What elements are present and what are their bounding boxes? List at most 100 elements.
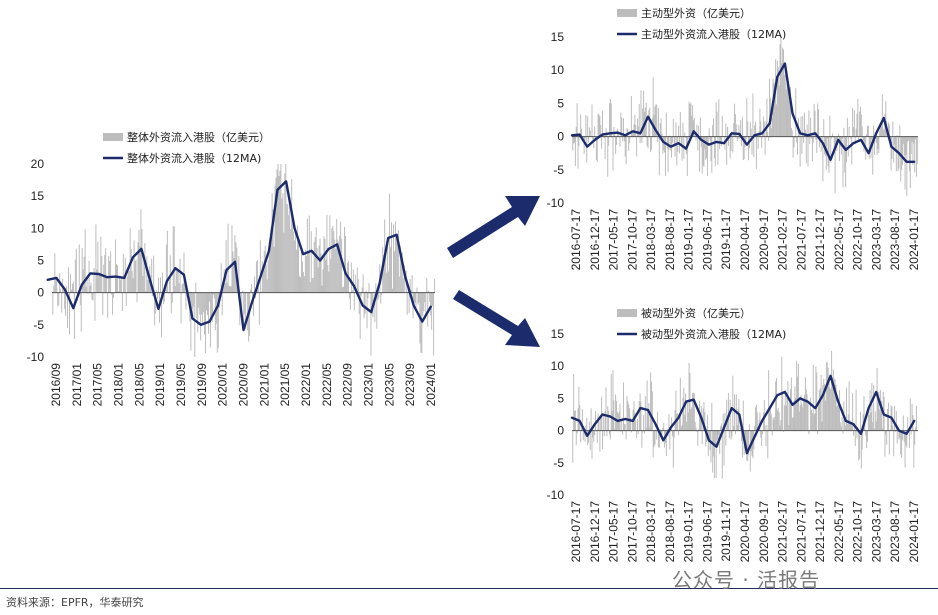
x-tick-label: 2022-05-17 — [832, 501, 846, 563]
legend-label-bars: 主动型外资（亿美元） — [641, 6, 751, 20]
weekly-bars — [572, 37, 918, 196]
x-tick-label: 2018-03-17 — [644, 501, 658, 563]
x-tick-label: 2021-02-17 — [776, 501, 790, 563]
x-tick-label: 2018-08-17 — [663, 501, 677, 563]
y-tick-label: 5 — [557, 391, 564, 405]
y-tick-label: -5 — [33, 318, 44, 332]
y-tick-label: 5 — [557, 96, 564, 110]
x-tick-label: 2019-01-17 — [682, 209, 696, 271]
legend-label-bars: 被动型外资（亿美元） — [641, 306, 751, 320]
y-tick-label: -5 — [553, 456, 564, 470]
chart-active: -10 -5 0 5 10 15 2016-07-17 2016-12-17 2017-05-1… — [547, 6, 921, 270]
legend-label-line: 被动型外资流入港股（12MA) — [641, 327, 786, 341]
x-tick-label: 2021/01 — [257, 363, 271, 407]
y-tick-label: -10 — [27, 350, 45, 364]
x-tick-label: 2021-02-17 — [776, 209, 790, 271]
x-tick-label: 2022-10-17 — [851, 209, 865, 271]
ma-series-line — [46, 180, 432, 332]
x-tick-label: 2024-01-17 — [907, 501, 921, 563]
x-tick-label: 2017-05-17 — [607, 209, 621, 271]
x-tick-label: 2021/05 — [278, 363, 292, 407]
arrow-to-active — [447, 196, 540, 258]
x-tick-label: 2024-01-17 — [907, 209, 921, 271]
x-tick-label: 2023-08-17 — [888, 209, 902, 271]
x-tick-label: 2018/01 — [112, 363, 126, 407]
chart-total: -10 -5 0 5 10 15 20 2016/09 2017/01 2017/05 2018/0… — [27, 130, 438, 406]
x-tick-label: 2019-11-17 — [719, 501, 733, 562]
x-tick-label: 2019-06-17 — [700, 501, 714, 563]
x-tick-label: 2022-10-17 — [851, 501, 865, 563]
x-tick-label: 2019/09 — [195, 363, 209, 407]
x-tick-label: 2024/01 — [424, 363, 438, 407]
chart-passive: -10 -5 0 5 10 15 2016-07-17 2016-12-17 2017-05-1… — [547, 306, 921, 562]
x-tick-label: 2019-01-17 — [682, 501, 696, 563]
y-tick-label: -10 — [547, 196, 565, 210]
x-tick-label: 2019-06-17 — [700, 209, 714, 271]
y-tick-label: -5 — [553, 163, 564, 177]
x-tick-label: 2020-09-17 — [757, 209, 771, 271]
ma-series-line — [570, 374, 916, 455]
x-tick-label: 2020/09 — [237, 363, 251, 407]
x-tick-label: 2016/09 — [49, 363, 63, 407]
ma-series-line — [570, 62, 916, 164]
x-tick-label: 2016-12-17 — [588, 209, 602, 271]
y-tick-label: 15 — [31, 189, 45, 203]
y-tick-label: 15 — [551, 30, 565, 44]
x-tick-label: 2020/01 — [216, 363, 230, 407]
legend-swatch-bars — [103, 133, 123, 141]
x-tick-label: 2023/01 — [362, 363, 376, 407]
x-tick-label: 2016-07-17 — [569, 501, 583, 563]
x-tick-label: 2023-03-17 — [869, 209, 883, 271]
legend: 主动型外资（亿美元） 主动型外资流入港股（12MA) — [617, 6, 786, 41]
x-tick-label: 2023-08-17 — [888, 501, 902, 563]
watermark-text: 公众号 · 活报告 — [672, 568, 821, 592]
x-tick-label: 2022-05-17 — [832, 209, 846, 271]
y-tick-label: 0 — [557, 130, 564, 144]
x-tick-label: 2023/05 — [382, 363, 396, 407]
x-tick-label: 2021-07-17 — [794, 209, 808, 271]
footer-rule — [0, 588, 938, 589]
x-tick-label: 2021-12-17 — [813, 209, 827, 271]
x-tick-label: 2017-10-17 — [625, 209, 639, 271]
x-tick-label: 2019/01 — [153, 363, 167, 407]
x-tick-label: 2022/05 — [320, 363, 334, 407]
x-tick-label: 2017-10-17 — [625, 501, 639, 563]
x-tick-label: 2021-12-17 — [813, 501, 827, 563]
x-tick-label: 2020-09-17 — [757, 501, 771, 563]
x-tick-label: 2018/05 — [132, 363, 146, 407]
x-tick-label: 2016-07-17 — [569, 209, 583, 271]
x-tick-label: 2020-04-17 — [738, 209, 752, 271]
y-tick-label: 20 — [31, 157, 45, 171]
y-tick-label: 5 — [37, 254, 44, 268]
x-tick-label: 2023-03-17 — [869, 501, 883, 563]
y-tick-label: 0 — [557, 424, 564, 438]
x-tick-label: 2020-04-17 — [738, 501, 752, 563]
legend: 整体外资流入港股（亿美元） 整体外资流入港股（12MA) — [103, 130, 270, 165]
x-tick-label: 2017/05 — [91, 363, 105, 407]
y-tick-label: 0 — [37, 286, 44, 300]
x-tick-label: 2019-11-17 — [719, 209, 733, 270]
y-tick-label: 15 — [551, 327, 565, 341]
x-tick-label: 2017/01 — [70, 363, 84, 407]
x-tick-label: 2023/09 — [403, 363, 417, 407]
y-tick-label: 10 — [551, 359, 565, 373]
y-tick-label: 10 — [31, 221, 45, 235]
legend-swatch-bars — [617, 9, 637, 17]
x-tick-label: 2019/05 — [174, 363, 188, 407]
x-tick-label: 2022/01 — [299, 363, 313, 407]
legend-label-bars: 整体外资流入港股（亿美元） — [127, 130, 270, 144]
source-note: 资料来源：EPFR，华泰研究 — [6, 596, 144, 609]
x-tick-label: 2017-05-17 — [607, 501, 621, 563]
y-tick-label: 10 — [551, 63, 565, 77]
x-tick-label: 2018-03-17 — [644, 209, 658, 271]
x-tick-label: 2021-07-17 — [794, 501, 808, 563]
y-tick-label: -10 — [547, 488, 565, 502]
x-tick-label: 2022/09 — [341, 363, 355, 407]
legend-label-line: 主动型外资流入港股（12MA) — [641, 27, 786, 41]
arrow-to-passive — [453, 290, 540, 347]
x-tick-label: 2018-08-17 — [663, 209, 677, 271]
legend: 被动型外资（亿美元） 被动型外资流入港股（12MA) — [617, 306, 786, 341]
legend-label-line: 整体外资流入港股（12MA) — [127, 151, 261, 165]
x-tick-label: 2016-12-17 — [588, 501, 602, 563]
